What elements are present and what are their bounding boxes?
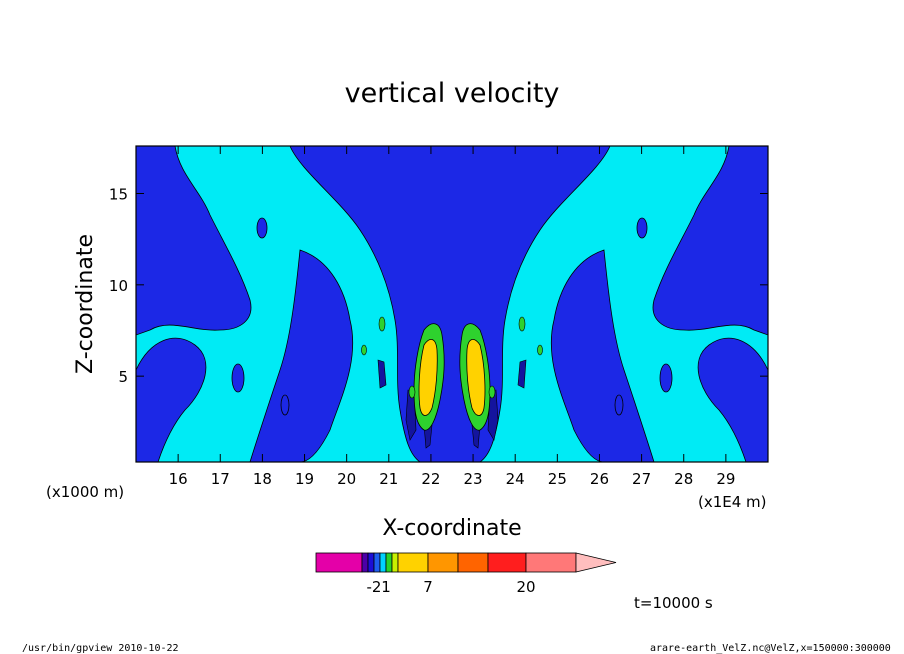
yellow-region-left (418, 339, 438, 416)
y-axis-label: Z-coordinate (73, 234, 98, 374)
colorbar (315, 552, 617, 573)
colorbar-segment (379, 552, 387, 573)
green-speck (537, 344, 543, 356)
x-tick-label: 20 (337, 470, 356, 488)
colorbar-segment (525, 552, 577, 573)
blue-region-left (249, 249, 354, 462)
y-axis-ticks: 5 10 15 (109, 185, 768, 386)
plot-frame (135, 145, 769, 463)
colorbar-segment (427, 552, 459, 573)
blue-region-top-left (136, 146, 252, 336)
blue-region-right (550, 249, 655, 462)
x-tick-label: 22 (421, 470, 440, 488)
blue-island (280, 394, 290, 416)
colorbar-label: -2 (367, 578, 382, 596)
blue-island (636, 217, 648, 239)
blue-region-bottom-right (697, 337, 768, 462)
contour-field (136, 146, 768, 462)
x-tick-label: 25 (548, 470, 567, 488)
blue-region-top-right (652, 146, 768, 336)
y-tick-label: 5 (118, 368, 128, 386)
x-tick-label: 16 (169, 470, 188, 488)
green-speck (488, 385, 496, 399)
x-tick-label: 23 (464, 470, 483, 488)
colorbar-label: 7 (423, 578, 433, 596)
colorbar-segment (361, 552, 369, 573)
colorbar-segment (487, 552, 527, 573)
colorbar-segment (391, 552, 399, 573)
time-label: t=10000 s (634, 594, 713, 612)
colorbar-segment (367, 552, 375, 573)
x-tick-label: 26 (590, 470, 609, 488)
x-tick-label: 21 (379, 470, 398, 488)
x-units-right: (x1E4 m) (698, 493, 767, 511)
green-speck (408, 385, 416, 399)
colorbar-label: 1 (381, 578, 391, 596)
x-tick-label: 18 (253, 470, 272, 488)
x-tick-label: 29 (716, 470, 735, 488)
chart-title: vertical velocity (345, 78, 560, 109)
blue-island (659, 363, 673, 393)
colorbar-label: 20 (516, 578, 535, 596)
x-tick-label: 17 (211, 470, 230, 488)
colorbar-segment (373, 552, 381, 573)
colorbar-labels: -2 1 7 20 (367, 578, 536, 596)
green-speck (518, 316, 526, 332)
navy-streak (517, 359, 527, 389)
colorbar-segment (315, 552, 363, 573)
footer-right-info: arare-earth_VelZ.nc@VelZ,x=150000:300000 (650, 643, 891, 654)
x-axis-ticks: 16 17 18 19 20 21 22 23 24 25 26 27 28 29 (169, 146, 735, 488)
yellow-region-right (466, 339, 486, 416)
navy-streak (377, 359, 387, 389)
blue-region-bottom-left (136, 337, 207, 462)
y-tick-label: 10 (109, 277, 128, 295)
colorbar-segment (457, 552, 489, 573)
x-axis-label: X-coordinate (382, 516, 521, 541)
x-tick-label: 24 (506, 470, 525, 488)
blue-island (231, 363, 245, 393)
x-tick-label: 27 (632, 470, 651, 488)
colorbar-segment (385, 552, 393, 573)
blue-region-central (289, 146, 611, 462)
green-speck (378, 316, 386, 332)
green-speck (361, 344, 367, 356)
x-tick-label: 19 (295, 470, 314, 488)
x-units-left: (x1000 m) (46, 483, 124, 501)
colorbar-segment (397, 552, 429, 573)
y-tick-label: 15 (109, 185, 128, 203)
footer-left-info: /usr/bin/gpview 2010-10-22 (22, 643, 179, 654)
blue-island (256, 217, 268, 239)
blue-island (614, 394, 624, 416)
colorbar-arrow (575, 552, 617, 573)
x-tick-label: 28 (674, 470, 693, 488)
